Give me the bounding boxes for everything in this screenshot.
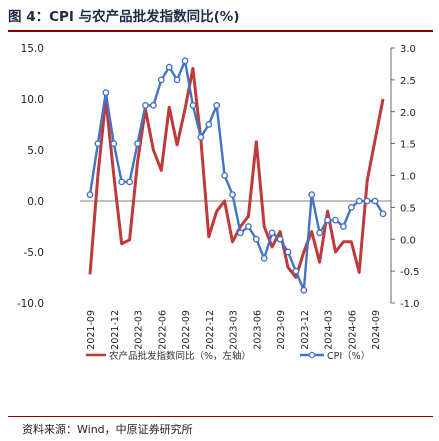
cpi-point <box>149 101 157 109</box>
cpi-point <box>347 203 355 211</box>
cpi-point <box>355 197 363 205</box>
y-left-tick-label: 0.0 <box>27 196 44 208</box>
cpi-point <box>229 191 236 199</box>
cpi-point <box>276 235 284 243</box>
x-tick-label: 2022-09 <box>181 310 192 350</box>
chart-title: 图 4：CPI 与农产品批发指数同比(%) <box>8 9 240 25</box>
cpi-point <box>300 286 308 294</box>
x-tick-label: 2024-09 <box>371 310 382 350</box>
cpi-point <box>181 57 189 65</box>
legend-label-cpi: CPI（%） <box>327 350 370 362</box>
x-tick-label: 2023-12 <box>300 310 311 350</box>
x-tick-label: 2022-06 <box>157 310 168 350</box>
cpi-point <box>213 101 221 109</box>
chart-series <box>86 57 387 294</box>
cpi-point <box>292 267 300 275</box>
cpi-point <box>379 210 387 218</box>
x-tick-label: 2023-06 <box>252 310 263 350</box>
cpi-point <box>110 140 118 148</box>
cpi-point <box>94 140 102 148</box>
cpi-point <box>205 121 213 128</box>
y-right-tick-label: 1.5 <box>400 140 416 151</box>
cpi-point <box>371 197 379 205</box>
cpi-point <box>126 178 133 186</box>
cpi-point <box>332 216 339 224</box>
cpi-point <box>363 197 371 205</box>
y-left-tick-label: 5.0 <box>27 145 44 157</box>
chart-legend: 农产品批发指数同比（%，左轴） CPI（%） <box>86 350 370 362</box>
cpi-point <box>340 223 347 230</box>
x-tick-label: 2024-06 <box>347 310 358 350</box>
cpi-point <box>142 101 149 109</box>
y-right-tick-label: -0.5 <box>400 267 420 278</box>
source-note: 资料来源：Wind，中原证券研究所 <box>22 423 193 436</box>
y-right-tick-label: 1.0 <box>400 172 416 183</box>
legend-marker-cpi <box>308 351 316 359</box>
y-right-tick-label: 0.5 <box>400 203 416 214</box>
y-right-tick-label: -1.0 <box>400 299 420 310</box>
cpi-point <box>118 178 126 186</box>
x-tick-label: 2024-03 <box>324 310 335 350</box>
cpi-point <box>237 229 244 237</box>
cpi-point <box>284 248 292 256</box>
source-rule <box>8 416 433 417</box>
cpi-point <box>268 229 276 237</box>
series-line-cpi <box>88 59 385 292</box>
series-line-agri <box>88 66 385 279</box>
cpi-point <box>134 140 141 148</box>
y-right-tick-label: 2.0 <box>400 108 416 119</box>
y-left-tick-label: -5.0 <box>24 247 45 259</box>
cpi-point <box>308 191 316 199</box>
cpi-point <box>221 172 229 179</box>
cpi-point <box>197 133 205 141</box>
cpi-point <box>244 223 252 230</box>
x-tick-label: 2023-09 <box>276 310 287 350</box>
cpi-point <box>173 76 181 84</box>
legend-label-agri: 农产品批发指数同比（%，左轴） <box>109 350 251 362</box>
y-right-tick-label: 0.0 <box>400 235 416 246</box>
x-tick-label: 2022-03 <box>134 310 145 350</box>
cpi-point <box>157 76 165 84</box>
cpi-point <box>260 254 268 262</box>
x-tick-label: 2023-03 <box>229 310 240 350</box>
x-tick-label: 2021-09 <box>86 310 97 350</box>
y-left-tick-label: 15.0 <box>21 43 44 55</box>
y-left-tick-label: -10.0 <box>17 298 44 310</box>
cpi-point <box>324 216 331 224</box>
cpi-point <box>316 229 324 237</box>
x-tick-label: 2021-12 <box>110 310 121 350</box>
x-tick-label: 2022-12 <box>205 310 216 350</box>
cpi-point <box>189 101 197 109</box>
y-left-tick-label: 10.0 <box>21 94 44 106</box>
y-right-tick-label: 2.5 <box>400 76 416 87</box>
chart-axes: 15.0 10.0 5.0 0.0 -5.0 -10.0 3.0 2.5 2.0 1.5 1.0 0.… <box>17 43 420 350</box>
cpi-point <box>86 191 94 199</box>
title-rule <box>8 30 433 32</box>
cpi-point <box>165 63 173 71</box>
y-right-tick-label: 3.0 <box>400 44 416 55</box>
cpi-point <box>252 235 260 243</box>
cpi-point <box>102 89 110 97</box>
